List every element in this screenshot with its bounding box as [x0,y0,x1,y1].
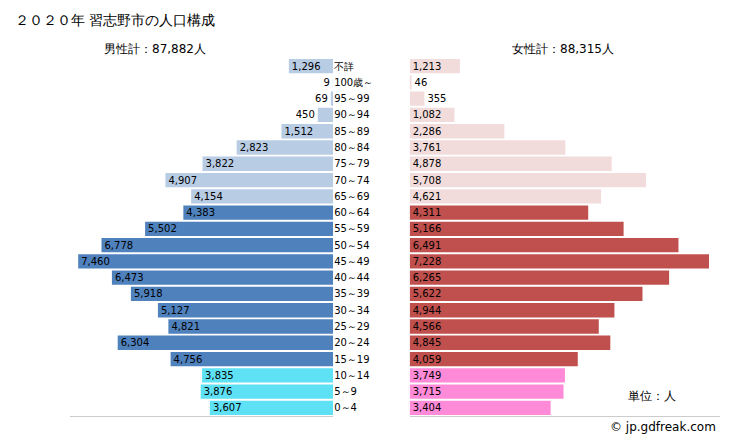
svg-text:4,059: 4,059 [413,354,442,365]
svg-text:5,502: 5,502 [148,223,177,234]
svg-text:95～99: 95～99 [334,93,369,104]
svg-text:3,715: 3,715 [413,386,442,397]
svg-text:7,460: 7,460 [81,256,110,267]
svg-text:100歳～: 100歳～ [334,77,373,88]
svg-text:6,304: 6,304 [121,337,150,348]
svg-text:２０２０年 習志野市の人口構成: ２０２０年 習志野市の人口構成 [15,12,215,28]
svg-text:4,756: 4,756 [174,354,203,365]
svg-text:4,907: 4,907 [168,175,197,186]
svg-text:3,749: 3,749 [413,370,442,381]
svg-text:4,311: 4,311 [413,207,442,218]
svg-text:45～49: 45～49 [334,256,369,267]
svg-text:5,918: 5,918 [134,288,163,299]
svg-text:2,823: 2,823 [240,142,269,153]
svg-text:40～44: 40～44 [334,272,369,283]
svg-text:65～69: 65～69 [334,191,369,202]
svg-text:4,621: 4,621 [413,191,442,202]
svg-text:355: 355 [427,93,446,104]
svg-text:1,512: 1,512 [284,126,313,137]
svg-text:75～79: 75～79 [334,158,369,169]
svg-text:85～89: 85～89 [334,126,369,137]
svg-text:25～29: 25～29 [334,321,369,332]
svg-text:46: 46 [415,77,428,88]
svg-text:60～64: 60～64 [334,207,369,218]
svg-text:5,708: 5,708 [413,175,442,186]
svg-text:© jp.gdfreak.com: © jp.gdfreak.com [610,420,716,434]
svg-text:女性計：88,315人: 女性計：88,315人 [512,42,614,56]
svg-text:30～34: 30～34 [334,305,369,316]
svg-text:不詳: 不詳 [334,61,354,72]
svg-text:3,835: 3,835 [205,370,234,381]
svg-text:4,154: 4,154 [194,191,223,202]
svg-text:2,286: 2,286 [413,126,442,137]
svg-text:3,876: 3,876 [204,386,233,397]
svg-text:3,761: 3,761 [413,142,442,153]
svg-text:5,127: 5,127 [161,305,190,316]
svg-text:3,404: 3,404 [413,402,442,413]
svg-text:6,473: 6,473 [115,272,144,283]
svg-text:1,296: 1,296 [292,61,321,72]
svg-text:4,944: 4,944 [413,305,442,316]
svg-text:4,878: 4,878 [413,158,442,169]
svg-text:4,845: 4,845 [413,337,442,348]
svg-text:4,821: 4,821 [171,321,200,332]
svg-text:450: 450 [296,109,315,120]
svg-text:20～24: 20～24 [334,337,369,348]
svg-text:90～94: 90～94 [334,109,369,120]
svg-text:3,822: 3,822 [206,158,235,169]
svg-text:1,213: 1,213 [413,61,442,72]
svg-text:5,622: 5,622 [413,288,442,299]
svg-text:15～19: 15～19 [334,354,369,365]
svg-text:6,265: 6,265 [413,272,442,283]
svg-text:単位：人: 単位：人 [628,389,676,403]
svg-text:10～14: 10～14 [334,370,369,381]
svg-text:3,607: 3,607 [213,402,242,413]
svg-text:35～39: 35～39 [334,288,369,299]
svg-text:4,383: 4,383 [186,207,215,218]
svg-text:5～9: 5～9 [334,386,357,397]
svg-text:9: 9 [323,77,329,88]
svg-text:7,228: 7,228 [413,256,442,267]
svg-text:4,566: 4,566 [413,321,442,332]
svg-text:0～4: 0～4 [334,402,357,413]
svg-text:69: 69 [315,93,328,104]
svg-text:6,491: 6,491 [413,240,442,251]
svg-text:50～54: 50～54 [334,240,369,251]
svg-text:6,778: 6,778 [104,240,133,251]
svg-text:5,166: 5,166 [413,223,442,234]
svg-text:1,082: 1,082 [413,109,442,120]
svg-text:55～59: 55～59 [334,223,369,234]
svg-text:80～84: 80～84 [334,142,369,153]
svg-text:男性計：87,882人: 男性計：87,882人 [104,42,206,56]
svg-text:70～74: 70～74 [334,175,369,186]
